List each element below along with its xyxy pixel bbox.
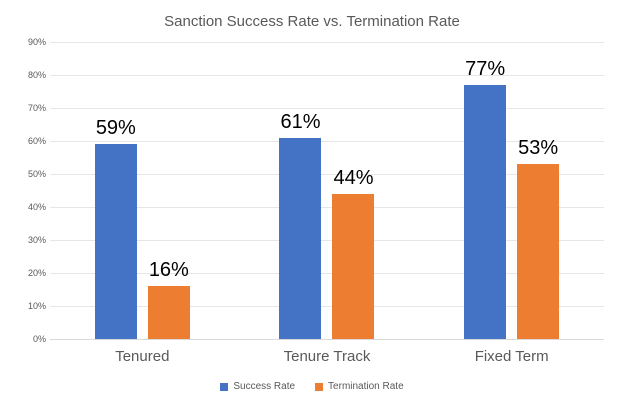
bar-group-fixed-term: 77% 53% [419, 42, 604, 339]
y-axis-tick-label: 50% [27, 169, 46, 179]
bar-success-rate-tenure-track [279, 137, 322, 339]
legend-item-termination-rate: Termination Rate [315, 381, 404, 392]
legend-swatch-icon [315, 382, 324, 391]
gridline [50, 239, 604, 241]
bar-value-label: 77% [465, 57, 506, 80]
bar-termination-rate-fixed-term [517, 164, 560, 339]
gridline [50, 107, 604, 109]
bar-value-label: 59% [95, 117, 136, 140]
bar-value-label: 61% [280, 110, 321, 133]
x-axis-category-label: Tenured [115, 348, 170, 365]
gridline [50, 173, 604, 175]
x-axis-line [50, 338, 604, 340]
y-axis-tick-label: 0% [32, 334, 46, 344]
y-axis-tick-label: 80% [27, 70, 46, 80]
gridline [50, 140, 604, 142]
y-axis-tick-label: 60% [27, 136, 46, 146]
plot-area: 59% 16% 61% 44% 77% 53% [50, 41, 604, 340]
x-axis-category-label: Tenure Track [283, 348, 371, 365]
legend: Success Rate Termination Rate [0, 381, 624, 392]
y-axis-tick-label: 70% [27, 103, 46, 113]
chart-title: Sanction Success Rate vs. Termination Ra… [164, 13, 460, 30]
bar-success-rate-fixed-term [464, 84, 507, 339]
gridline [50, 206, 604, 208]
gridline [50, 272, 604, 274]
bar-value-label: 53% [518, 137, 559, 160]
legend-label: Success Rate [233, 381, 296, 392]
y-axis-tick-label: 30% [27, 235, 46, 245]
bar-value-label: 44% [333, 166, 374, 189]
bar-group-tenure-track: 61% 44% [235, 42, 420, 339]
y-axis-tick-label: 20% [27, 268, 46, 278]
gridline [50, 74, 604, 76]
legend-label: Termination Rate [328, 381, 404, 392]
y-axis-tick-label: 90% [27, 37, 46, 47]
x-axis-category-label: Fixed Term [474, 348, 549, 365]
bar-group-tenured: 59% 16% [50, 42, 235, 339]
bar-success-rate-tenured [94, 144, 137, 339]
gridline [50, 305, 604, 307]
y-axis-tick-label: 10% [27, 301, 46, 311]
legend-swatch-icon [220, 382, 229, 391]
legend-item-success-rate: Success Rate [220, 381, 295, 392]
gridline [50, 41, 604, 43]
bar-value-label: 16% [148, 259, 189, 282]
bar-termination-rate-tenure-track [332, 193, 375, 339]
bar-termination-rate-tenured [147, 286, 190, 339]
y-axis-tick-label: 40% [27, 202, 46, 212]
